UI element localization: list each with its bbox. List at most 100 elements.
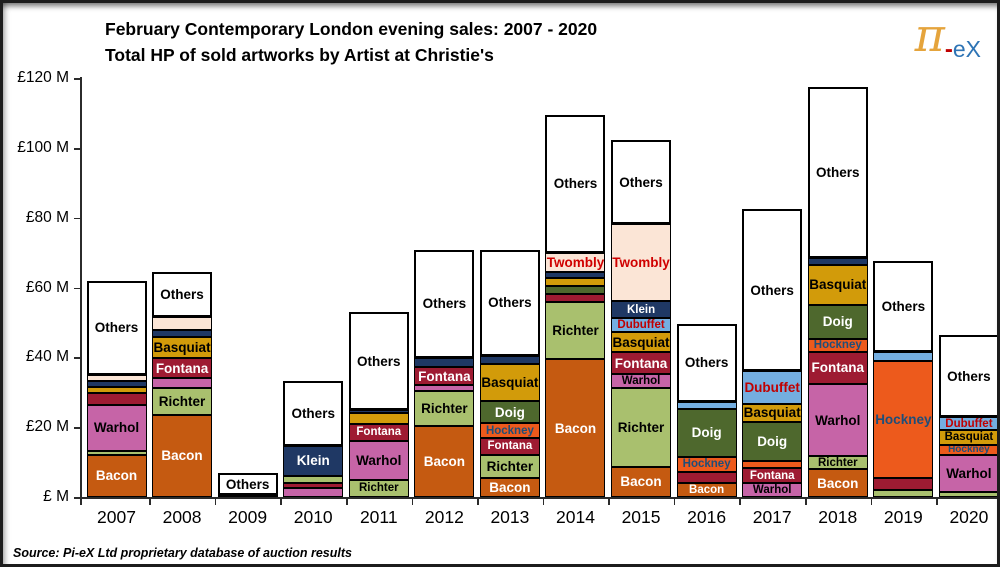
segment-2020-basquiat: Basquiat	[938, 430, 997, 445]
segment-label: Others	[422, 296, 467, 312]
bar-2016: Bacon Hockney Doig Others	[676, 323, 737, 497]
segment-2010-others: Others	[283, 380, 344, 446]
segment-2014-basquiat	[545, 278, 606, 286]
x-tick-mark	[477, 497, 479, 505]
bar-2020: Warhol Hockney Basquiat Dubuffet Others	[938, 335, 997, 497]
x-tick-mark	[149, 497, 151, 505]
x-tick-mark	[542, 497, 545, 505]
segment-2014-twombly: Twombly	[545, 253, 606, 272]
segment-2018-others: Others	[807, 86, 868, 258]
segment-2012-fontana: Fontana	[414, 366, 475, 386]
segment-label: Others	[947, 368, 991, 384]
x-axis-label-2019: 2019	[883, 507, 923, 527]
segment-label: Basquiat	[153, 339, 211, 355]
segment-2016-others: Others	[676, 323, 737, 403]
segment-2020-dubuffet: Dubuffet	[938, 416, 997, 431]
bar-2017: Warhol Fontana Doig Basquiat Dubuffet Others	[742, 209, 803, 497]
segment-2017-doig: Doig	[742, 421, 803, 462]
bar-2018: Bacon Richter Warhol Fontana Hockney Doig Basq…	[807, 86, 868, 497]
x-tick-mark	[673, 497, 676, 505]
segment-2016-bacon: Bacon	[676, 483, 737, 497]
bar-2007: Bacon Warhol Others	[86, 280, 147, 497]
segment-label: Bacon	[489, 480, 531, 496]
segment-label: Bacon	[620, 474, 662, 490]
segment-label: Dubuffet	[945, 417, 993, 430]
y-axis-line	[80, 77, 82, 499]
bar-2014: Bacon Richter Twombly Others	[545, 114, 606, 497]
bar-2008: Bacon Richter Fontana Basquiat Others	[152, 272, 213, 497]
segment-label: Richter	[486, 458, 534, 474]
segment-2011-klein	[348, 410, 409, 414]
segment-2015-warhol: Warhol	[611, 374, 672, 388]
segment-2012-klein	[414, 358, 475, 367]
segment-2018-richter: Richter	[807, 456, 868, 470]
x-tick-mark	[80, 497, 82, 505]
segment-2008-richter: Richter	[152, 388, 213, 415]
segment-2014-fontana	[545, 293, 606, 302]
segment-2011-fontana: Fontana	[348, 424, 409, 441]
x-axis-line	[80, 497, 997, 500]
segment-2011-richter: Richter	[348, 479, 409, 497]
y-tick-mark	[74, 148, 80, 150]
segment-2018-hockney: Hockney	[807, 338, 868, 352]
segment-2010-warhol	[283, 487, 344, 497]
bar-2019: Hockney Others	[873, 260, 934, 497]
x-axis-label-2013: 2013	[490, 507, 530, 527]
segment-2008-klein	[152, 329, 213, 337]
segment-2018-bacon: Bacon	[807, 469, 868, 497]
segment-label: Doig	[757, 434, 788, 450]
segment-label: Richter	[358, 482, 399, 495]
segment-2015-basquiat: Basquiat	[611, 332, 672, 353]
segment-2019-others: Others	[873, 260, 934, 353]
segment-2015-others: Others	[611, 139, 672, 225]
segment-label: Others	[750, 282, 794, 298]
bar-2011: Richter Warhol Fontana Others	[348, 312, 409, 497]
segment-2013-hockney: Hockney	[479, 423, 540, 439]
y-tick-label: £120 M	[17, 69, 69, 87]
segment-label: Doig	[822, 314, 853, 330]
segment-2011-warhol: Warhol	[348, 440, 409, 480]
segment-label: Bacon	[423, 454, 465, 470]
segment-label: Others	[553, 176, 598, 192]
segment-label: Others	[357, 353, 401, 369]
x-axis-label-2018: 2018	[818, 507, 858, 527]
segment-label: Fontana	[155, 360, 209, 376]
x-axis-label-2015: 2015	[621, 507, 661, 527]
segment-label: Fontana	[356, 426, 402, 439]
bar-2015: Bacon Richter Warhol Fontana Basquiat Dubuffe…	[611, 139, 672, 497]
segment-2012-others: Others	[414, 249, 475, 359]
bar-2012: Bacon Richter Fontana Others	[414, 249, 475, 497]
segment-label: Klein	[296, 453, 330, 469]
chart-title-line2: Total HP of sold artworks by Artist at C…	[105, 45, 494, 65]
segment-2008-twombly	[152, 317, 213, 330]
segment-2008-bacon: Bacon	[152, 414, 213, 497]
segment-label: Bacon	[95, 468, 138, 484]
segment-label: Others	[881, 298, 926, 314]
segment-label: Others	[160, 287, 204, 303]
x-tick-mark	[608, 497, 610, 505]
segment-label: Bacon	[554, 420, 597, 436]
segment-2007-richter	[86, 451, 147, 455]
x-axis-label-2014: 2014	[556, 507, 595, 527]
x-axis-label-2012: 2012	[424, 507, 464, 527]
segment-2017-hockney	[742, 461, 803, 469]
segment-2019-hockney: Hockney	[873, 360, 934, 479]
segment-label: Basquiat	[612, 334, 670, 350]
segment-2014-others: Others	[545, 114, 606, 254]
y-tick-mark	[74, 287, 80, 290]
segment-label: Hockney	[682, 458, 731, 471]
segment-label: Basquiat	[481, 375, 539, 391]
segment-2017-others: Others	[742, 209, 803, 371]
segment-label: Fontana	[749, 469, 795, 482]
segment-label: Twombly	[546, 254, 605, 270]
x-tick-mark	[346, 497, 348, 505]
bar-2013: Bacon Richter Fontana Hockney Doig Basquiat Ot…	[479, 250, 540, 497]
segment-label: Fontana	[811, 360, 865, 376]
segment-label: Others	[816, 164, 860, 180]
segment-2017-dubuffet: Dubuffet	[742, 370, 803, 404]
segment-2018-fontana: Fontana	[807, 351, 868, 384]
bar-2010: Klein Others	[283, 380, 344, 497]
segment-label: Warhol	[621, 374, 661, 387]
segment-label: Fontana	[487, 440, 533, 453]
